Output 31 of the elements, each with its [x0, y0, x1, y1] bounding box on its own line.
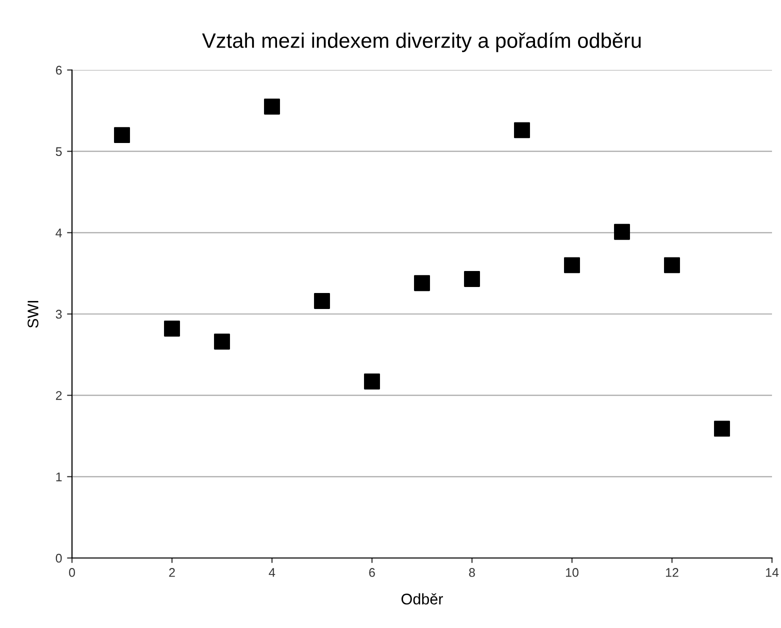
point — [464, 271, 480, 288]
point — [114, 127, 130, 144]
x-tick-label: 0 — [69, 568, 75, 577]
y-tick-label: 2 — [56, 391, 62, 400]
point — [564, 257, 580, 274]
point — [514, 122, 530, 138]
y-tick-label: 3 — [56, 310, 62, 319]
point — [664, 257, 680, 274]
x-axis-title: Odběr — [401, 593, 443, 604]
x-tick-label: 2 — [169, 568, 175, 577]
point — [164, 320, 180, 337]
y-axis-title: SWI — [28, 300, 38, 328]
y-tick-label: 0 — [56, 554, 62, 563]
point — [714, 420, 730, 437]
chart-title: Vztah mezi indexem diverzity a pořadím odběru — [202, 32, 641, 52]
x-tick-label: 8 — [469, 568, 475, 577]
x-tick-label: 12 — [666, 568, 678, 577]
point — [314, 293, 330, 309]
x-tick-label: 14 — [766, 568, 779, 577]
point — [264, 98, 280, 115]
point — [214, 334, 230, 350]
x-tick-label: 10 — [566, 568, 578, 577]
point — [364, 374, 380, 390]
point — [414, 275, 430, 292]
point — [614, 224, 630, 240]
y-tick-label: 4 — [56, 228, 62, 238]
y-tick-label: 6 — [56, 66, 62, 75]
x-tick-label: 4 — [268, 568, 276, 577]
y-tick-label: 1 — [56, 472, 62, 482]
x-tick-label: 6 — [369, 568, 375, 577]
y-tick-label: 5 — [56, 147, 62, 156]
